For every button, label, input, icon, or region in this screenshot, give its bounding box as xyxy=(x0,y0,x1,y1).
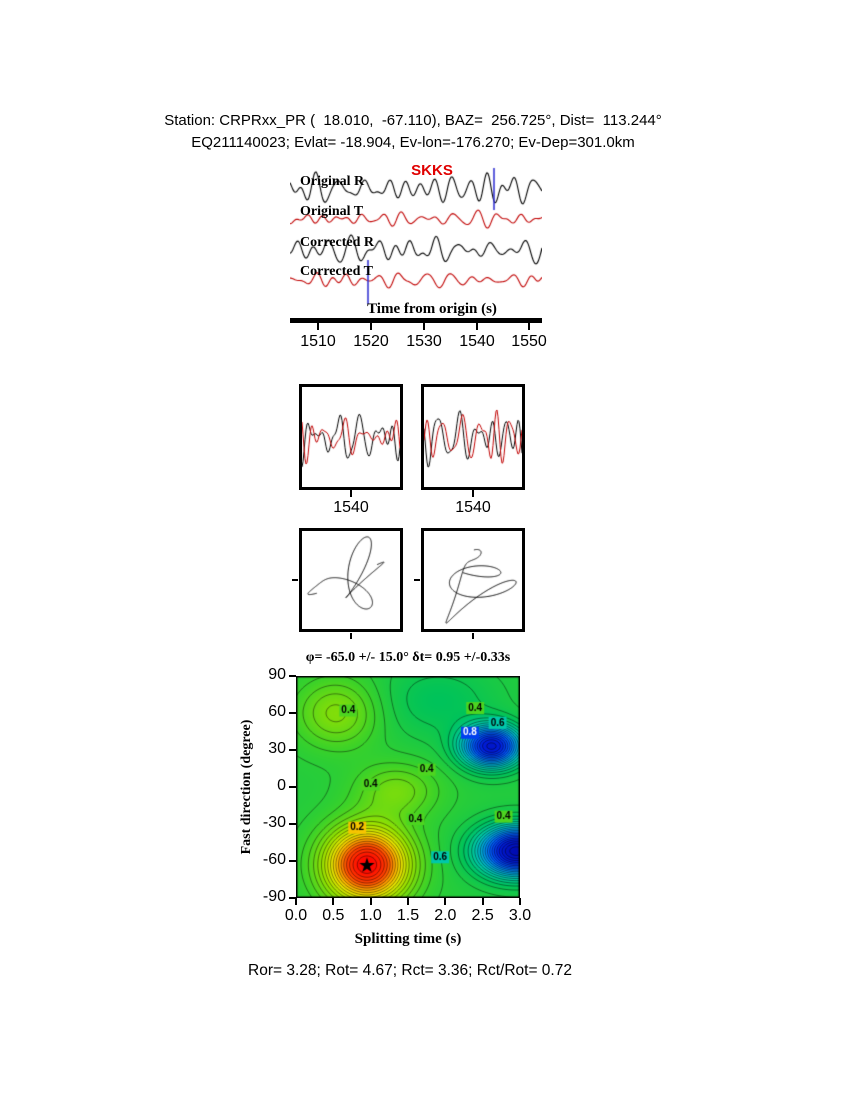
particle-motion-panel-right xyxy=(421,528,525,632)
trace-label-original-t: Original T xyxy=(300,204,364,219)
misfit-contour-canvas xyxy=(296,676,520,898)
trace-label-corrected-r: Corrected R xyxy=(300,235,374,250)
fastdir-tick-label: 60 xyxy=(268,703,286,720)
sptime-axis-tick xyxy=(295,898,297,905)
time-axis-tick-label: 1510 xyxy=(300,333,336,350)
fastdir-tick-label: 30 xyxy=(268,740,286,757)
fastdir-tick-label: -60 xyxy=(262,851,286,868)
sptime-axis-tick xyxy=(332,898,335,905)
trace-label-original-r: Original R xyxy=(300,174,365,189)
fastdir-axis-tick xyxy=(289,860,296,862)
pm-axis-tick xyxy=(350,633,352,639)
fastdir-tick-label: 0 xyxy=(277,777,286,794)
trace-label-corrected-t: Corrected T xyxy=(300,264,373,279)
sptime-tick-label: 3.0 xyxy=(508,907,532,924)
sptime-axis-title: Splitting time (s) xyxy=(354,931,462,947)
event-header: EQ211140023; Evlat= -18.904, Ev-lon=-176… xyxy=(191,134,635,151)
sptime-tick-label: 2.5 xyxy=(471,907,494,924)
time-axis-tick xyxy=(528,323,530,330)
measurement-title: φ= -65.0 +/- 15.0° δt= 0.95 +/-0.33s xyxy=(305,650,511,665)
pm-axis-tick xyxy=(292,579,298,581)
time-axis-tick-label: 1550 xyxy=(511,333,547,350)
sptime-axis-tick xyxy=(519,898,521,905)
fastdir-axis-tick xyxy=(289,823,296,825)
time-axis-tick xyxy=(370,323,372,330)
station-header: Station: CRPRxx_PR ( 18.010, -67.110), B… xyxy=(164,112,662,129)
time-axis-tick-label: 1520 xyxy=(353,333,389,350)
sptime-tick-label: 1.5 xyxy=(396,907,420,924)
waveform-window-canvas-right xyxy=(424,387,522,487)
fastdir-axis-tick xyxy=(289,897,296,899)
fastdir-axis-tick xyxy=(289,749,296,751)
fastdir-tick-label: -30 xyxy=(262,814,286,831)
sptime-axis-tick xyxy=(481,898,484,905)
fastdir-axis-tick xyxy=(289,786,296,788)
time-axis-tick xyxy=(476,323,478,330)
stats-footer: Ror= 3.28; Rot= 4.67; Rct= 3.36; Rct/Rot… xyxy=(248,962,572,979)
sptime-tick-label: 0.5 xyxy=(322,907,345,924)
pm-axis-tick xyxy=(414,579,420,581)
particle-motion-canvas-right xyxy=(424,531,522,629)
window-tick-label: 1540 xyxy=(333,499,369,516)
fastdir-tick-label: 90 xyxy=(268,666,286,683)
time-axis-tick xyxy=(317,323,319,330)
waveform-window-panel-left xyxy=(299,384,403,490)
window-tick-label: 1540 xyxy=(455,499,491,516)
phase-label: SKKS xyxy=(411,162,453,179)
time-axis-tick-label: 1530 xyxy=(406,333,442,350)
fastdir-axis-tick xyxy=(289,675,296,677)
sptime-tick-label: 2.0 xyxy=(434,907,457,924)
sptime-axis-tick xyxy=(369,898,372,905)
sptime-axis-tick xyxy=(407,898,409,905)
time-axis-tick xyxy=(423,323,425,330)
window-axis-tick xyxy=(350,490,352,497)
seismogram-canvas xyxy=(290,162,542,314)
time-axis-title: Time from origin (s) xyxy=(367,301,497,317)
sptime-tick-label: 1.0 xyxy=(359,907,382,924)
waveform-window-canvas-left xyxy=(302,387,400,487)
pm-axis-tick xyxy=(472,633,474,639)
window-axis-tick xyxy=(472,490,474,497)
time-axis-tick-label: 1540 xyxy=(459,333,495,350)
fastdir-tick-label: -90 xyxy=(262,888,286,905)
particle-motion-panel-left xyxy=(299,528,403,632)
waveform-window-panel-right xyxy=(421,384,525,490)
sptime-axis-tick xyxy=(444,898,447,905)
particle-motion-canvas-left xyxy=(302,531,400,629)
time-axis-line xyxy=(290,318,542,323)
fastdir-axis-tick xyxy=(289,712,296,714)
sptime-tick-label: 0.0 xyxy=(284,907,308,924)
